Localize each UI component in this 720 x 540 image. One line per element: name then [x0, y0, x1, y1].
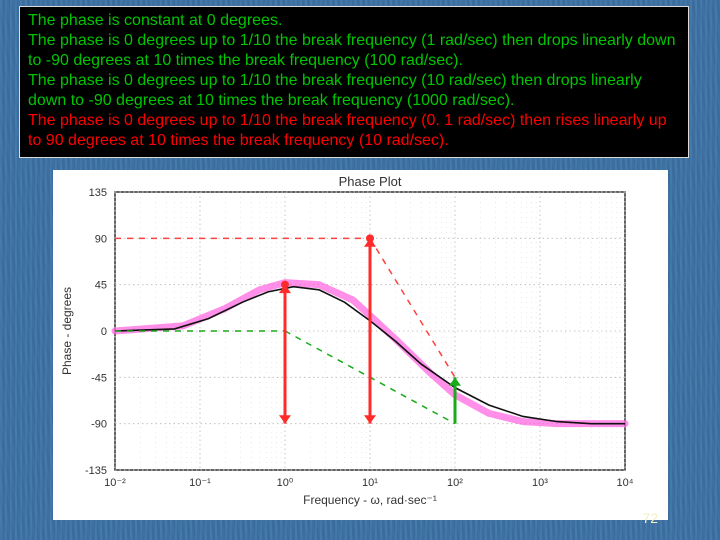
- svg-text:135: 135: [89, 187, 107, 199]
- svg-text:0: 0: [101, 326, 107, 338]
- svg-text:10³: 10³: [532, 477, 548, 489]
- description-textbox: The phase is constant at 0 degrees. The …: [19, 6, 689, 158]
- svg-text:45: 45: [95, 280, 107, 292]
- page-number: 72: [642, 510, 658, 526]
- svg-text:10²: 10²: [447, 477, 463, 489]
- svg-text:10⁰: 10⁰: [277, 477, 294, 489]
- svg-text:Phase - degrees: Phase - degrees: [60, 287, 74, 375]
- phase-line-4: The phase is 0 degrees up to 1/10 the br…: [28, 111, 680, 151]
- phase-line-3: The phase is 0 degrees up to 1/10 the br…: [28, 71, 680, 111]
- svg-text:10⁻¹: 10⁻¹: [189, 477, 211, 489]
- svg-text:90: 90: [95, 233, 107, 245]
- phase-line-1: The phase is constant at 0 degrees.: [28, 11, 680, 31]
- svg-text:10⁴: 10⁴: [617, 477, 634, 489]
- svg-text:Phase Plot: Phase Plot: [339, 174, 402, 189]
- svg-text:Frequency - ω, rad·sec⁻¹: Frequency - ω, rad·sec⁻¹: [303, 493, 437, 507]
- svg-text:10⁻²: 10⁻²: [104, 477, 126, 489]
- phase-plot-svg: 10⁻² 10⁻¹ 10⁰ 10¹ 10² 10³ 10⁴ -135 -90 -45 0 45 90 13…: [53, 170, 668, 520]
- svg-text:-45: -45: [91, 372, 107, 384]
- phase-plot: 10⁻² 10⁻¹ 10⁰ 10¹ 10² 10³ 10⁴ -135 -90 -45 0 45 90 13…: [53, 170, 668, 520]
- svg-text:10¹: 10¹: [362, 477, 378, 489]
- svg-text:-90: -90: [91, 419, 107, 431]
- phase-line-2: The phase is 0 degrees up to 1/10 the br…: [28, 31, 680, 71]
- svg-text:-135: -135: [85, 465, 107, 477]
